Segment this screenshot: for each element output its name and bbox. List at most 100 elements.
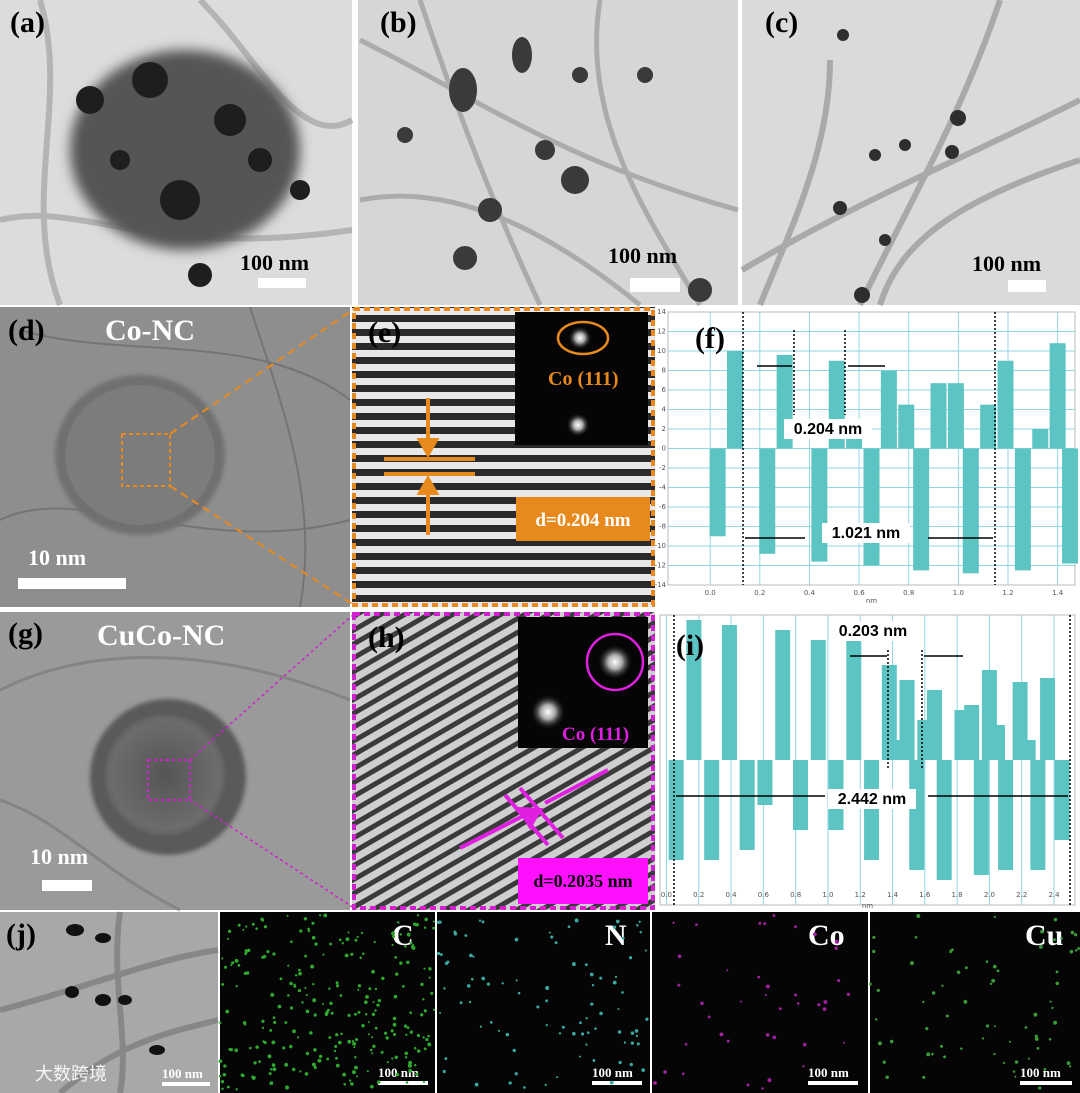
speckle — [981, 1037, 985, 1040]
speckle — [558, 1032, 562, 1035]
speckle — [993, 915, 996, 919]
profile-chart: 0.0 0.2 0.4 0.6 0.8 1.0 1.2 1.4 1.6 1.8 2.0 2.2 2.4 n… — [659, 612, 1080, 910]
speckle — [313, 1013, 317, 1017]
scale-bar — [258, 278, 306, 288]
speckle — [282, 1046, 286, 1050]
speckle — [385, 1036, 389, 1040]
bar — [775, 630, 791, 760]
speckle — [719, 1032, 724, 1037]
speckle — [1075, 949, 1078, 952]
speckle — [367, 1033, 370, 1036]
speckle — [536, 1005, 540, 1009]
zoom-box — [147, 759, 191, 801]
speckle — [392, 1016, 397, 1021]
bar — [980, 404, 997, 449]
speckle — [262, 1040, 265, 1043]
x-tick-label: 0.6 — [854, 589, 866, 597]
speckle — [1040, 929, 1044, 934]
speckle — [992, 964, 997, 969]
speckle — [326, 1057, 330, 1061]
speckle — [409, 1030, 414, 1034]
speckle — [223, 1064, 227, 1068]
speckle — [374, 1009, 377, 1012]
scale-bar — [378, 1081, 428, 1085]
speckle — [478, 919, 482, 922]
speckle — [1012, 1070, 1016, 1073]
speckle — [404, 945, 407, 948]
speckle — [423, 1047, 427, 1051]
speckle — [416, 914, 420, 917]
y-tick-label: -10 — [655, 542, 666, 550]
speckle — [925, 1026, 929, 1031]
speckle — [289, 981, 293, 986]
speckle — [313, 1066, 317, 1070]
speckle — [630, 1041, 635, 1045]
speckle — [310, 964, 315, 969]
speckle — [427, 1042, 432, 1047]
speckle — [404, 1056, 408, 1059]
speckle — [304, 1072, 309, 1076]
speckle — [359, 956, 362, 960]
bar — [686, 620, 702, 760]
speckle — [230, 964, 233, 967]
speckle — [369, 1084, 374, 1089]
map-co: Co 100 nm — [652, 912, 868, 1093]
speckle — [579, 1021, 582, 1025]
speckle — [273, 1020, 277, 1025]
speckle — [876, 988, 880, 992]
speckle — [1008, 1040, 1011, 1043]
element-label: Cu — [1025, 919, 1063, 952]
bar — [811, 448, 828, 562]
element-maps: C 100 nm N 100 nm Co 100 nm Cu 100 nm — [218, 912, 1080, 1093]
speckle — [251, 1075, 256, 1080]
speckle — [391, 1057, 394, 1060]
speckle — [772, 914, 776, 918]
speckle — [1068, 1065, 1072, 1068]
scale-bar — [630, 278, 680, 292]
speckle — [228, 1048, 231, 1051]
x-tick-label: 0.0 — [661, 891, 672, 899]
speckle — [271, 1040, 276, 1045]
speckle — [408, 1068, 413, 1073]
speckle — [1036, 1046, 1040, 1050]
speckle — [472, 955, 475, 958]
speckle — [301, 1001, 304, 1004]
speckle — [444, 1057, 448, 1060]
speckle — [1055, 981, 1060, 986]
panel-label: (a) — [10, 6, 45, 39]
speckle — [286, 914, 289, 917]
speckle — [386, 1060, 389, 1064]
panel-label: (b) — [380, 6, 417, 39]
speckle — [347, 931, 350, 934]
speckle — [436, 951, 441, 956]
speckle — [1053, 938, 1056, 942]
speckle — [342, 1072, 347, 1077]
speckle — [369, 1048, 373, 1052]
speckle — [882, 1060, 886, 1064]
speckle — [305, 1009, 310, 1014]
speckle — [639, 930, 642, 934]
speckle — [299, 929, 303, 933]
speckle — [761, 1087, 764, 1090]
speckle — [242, 1021, 247, 1025]
speckle — [1034, 1034, 1038, 1038]
speckle — [515, 979, 518, 982]
speckle — [354, 1012, 357, 1016]
bar — [810, 640, 826, 760]
speckle — [726, 969, 729, 972]
speckle — [614, 975, 618, 978]
x-tick-label: 1.2 — [1002, 589, 1013, 597]
y-tick-label: -4 — [659, 484, 667, 492]
speckle — [677, 983, 681, 987]
speckle — [514, 1072, 518, 1076]
speckle — [277, 1004, 282, 1009]
speckle — [914, 935, 918, 939]
y-tick-label: 0 — [662, 445, 666, 453]
scale-bar-label: 100 nm — [592, 1065, 633, 1080]
bar — [899, 680, 915, 760]
speckle — [422, 1081, 426, 1084]
speckle — [439, 1011, 442, 1014]
speckle — [635, 1034, 639, 1038]
speckle — [328, 1036, 332, 1039]
scale-bar-label: 100 nm — [378, 1065, 419, 1080]
